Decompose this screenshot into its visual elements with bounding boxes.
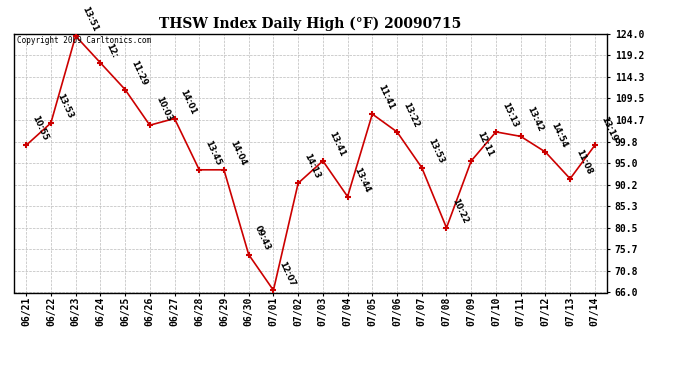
Text: 14:13: 14:13 [302, 152, 322, 180]
Text: 13:42: 13:42 [525, 105, 544, 134]
Text: 14:04: 14:04 [228, 139, 248, 167]
Text: 15:13: 15:13 [500, 101, 520, 129]
Text: 11:08: 11:08 [574, 148, 593, 176]
Text: 14:54: 14:54 [549, 121, 569, 149]
Text: 10:22: 10:22 [451, 197, 470, 225]
Text: 13:45: 13:45 [204, 139, 223, 167]
Title: THSW Index Daily High (°F) 20090715: THSW Index Daily High (°F) 20090715 [159, 17, 462, 31]
Text: 13:19: 13:19 [599, 115, 618, 142]
Text: 11:41: 11:41 [377, 83, 396, 111]
Text: Copyright 2009 Carltonics.com: Copyright 2009 Carltonics.com [17, 36, 151, 45]
Text: 09:43: 09:43 [253, 224, 273, 252]
Text: 14:01: 14:01 [179, 88, 198, 116]
Text: 10:55: 10:55 [30, 114, 50, 142]
Text: 13:44: 13:44 [352, 166, 371, 194]
Text: 12:07: 12:07 [277, 260, 297, 288]
Text: 10:03: 10:03 [154, 94, 173, 122]
Text: 12:11: 12:11 [475, 130, 495, 158]
Text: 13:22: 13:22 [401, 101, 421, 129]
Text: 13:41: 13:41 [327, 130, 346, 158]
Text: 13:53: 13:53 [426, 137, 445, 165]
Text: 13:53: 13:53 [55, 92, 75, 120]
Text: 11:29: 11:29 [129, 59, 148, 87]
Text: 13:51: 13:51 [80, 5, 99, 33]
Text: 12:: 12: [104, 42, 119, 60]
